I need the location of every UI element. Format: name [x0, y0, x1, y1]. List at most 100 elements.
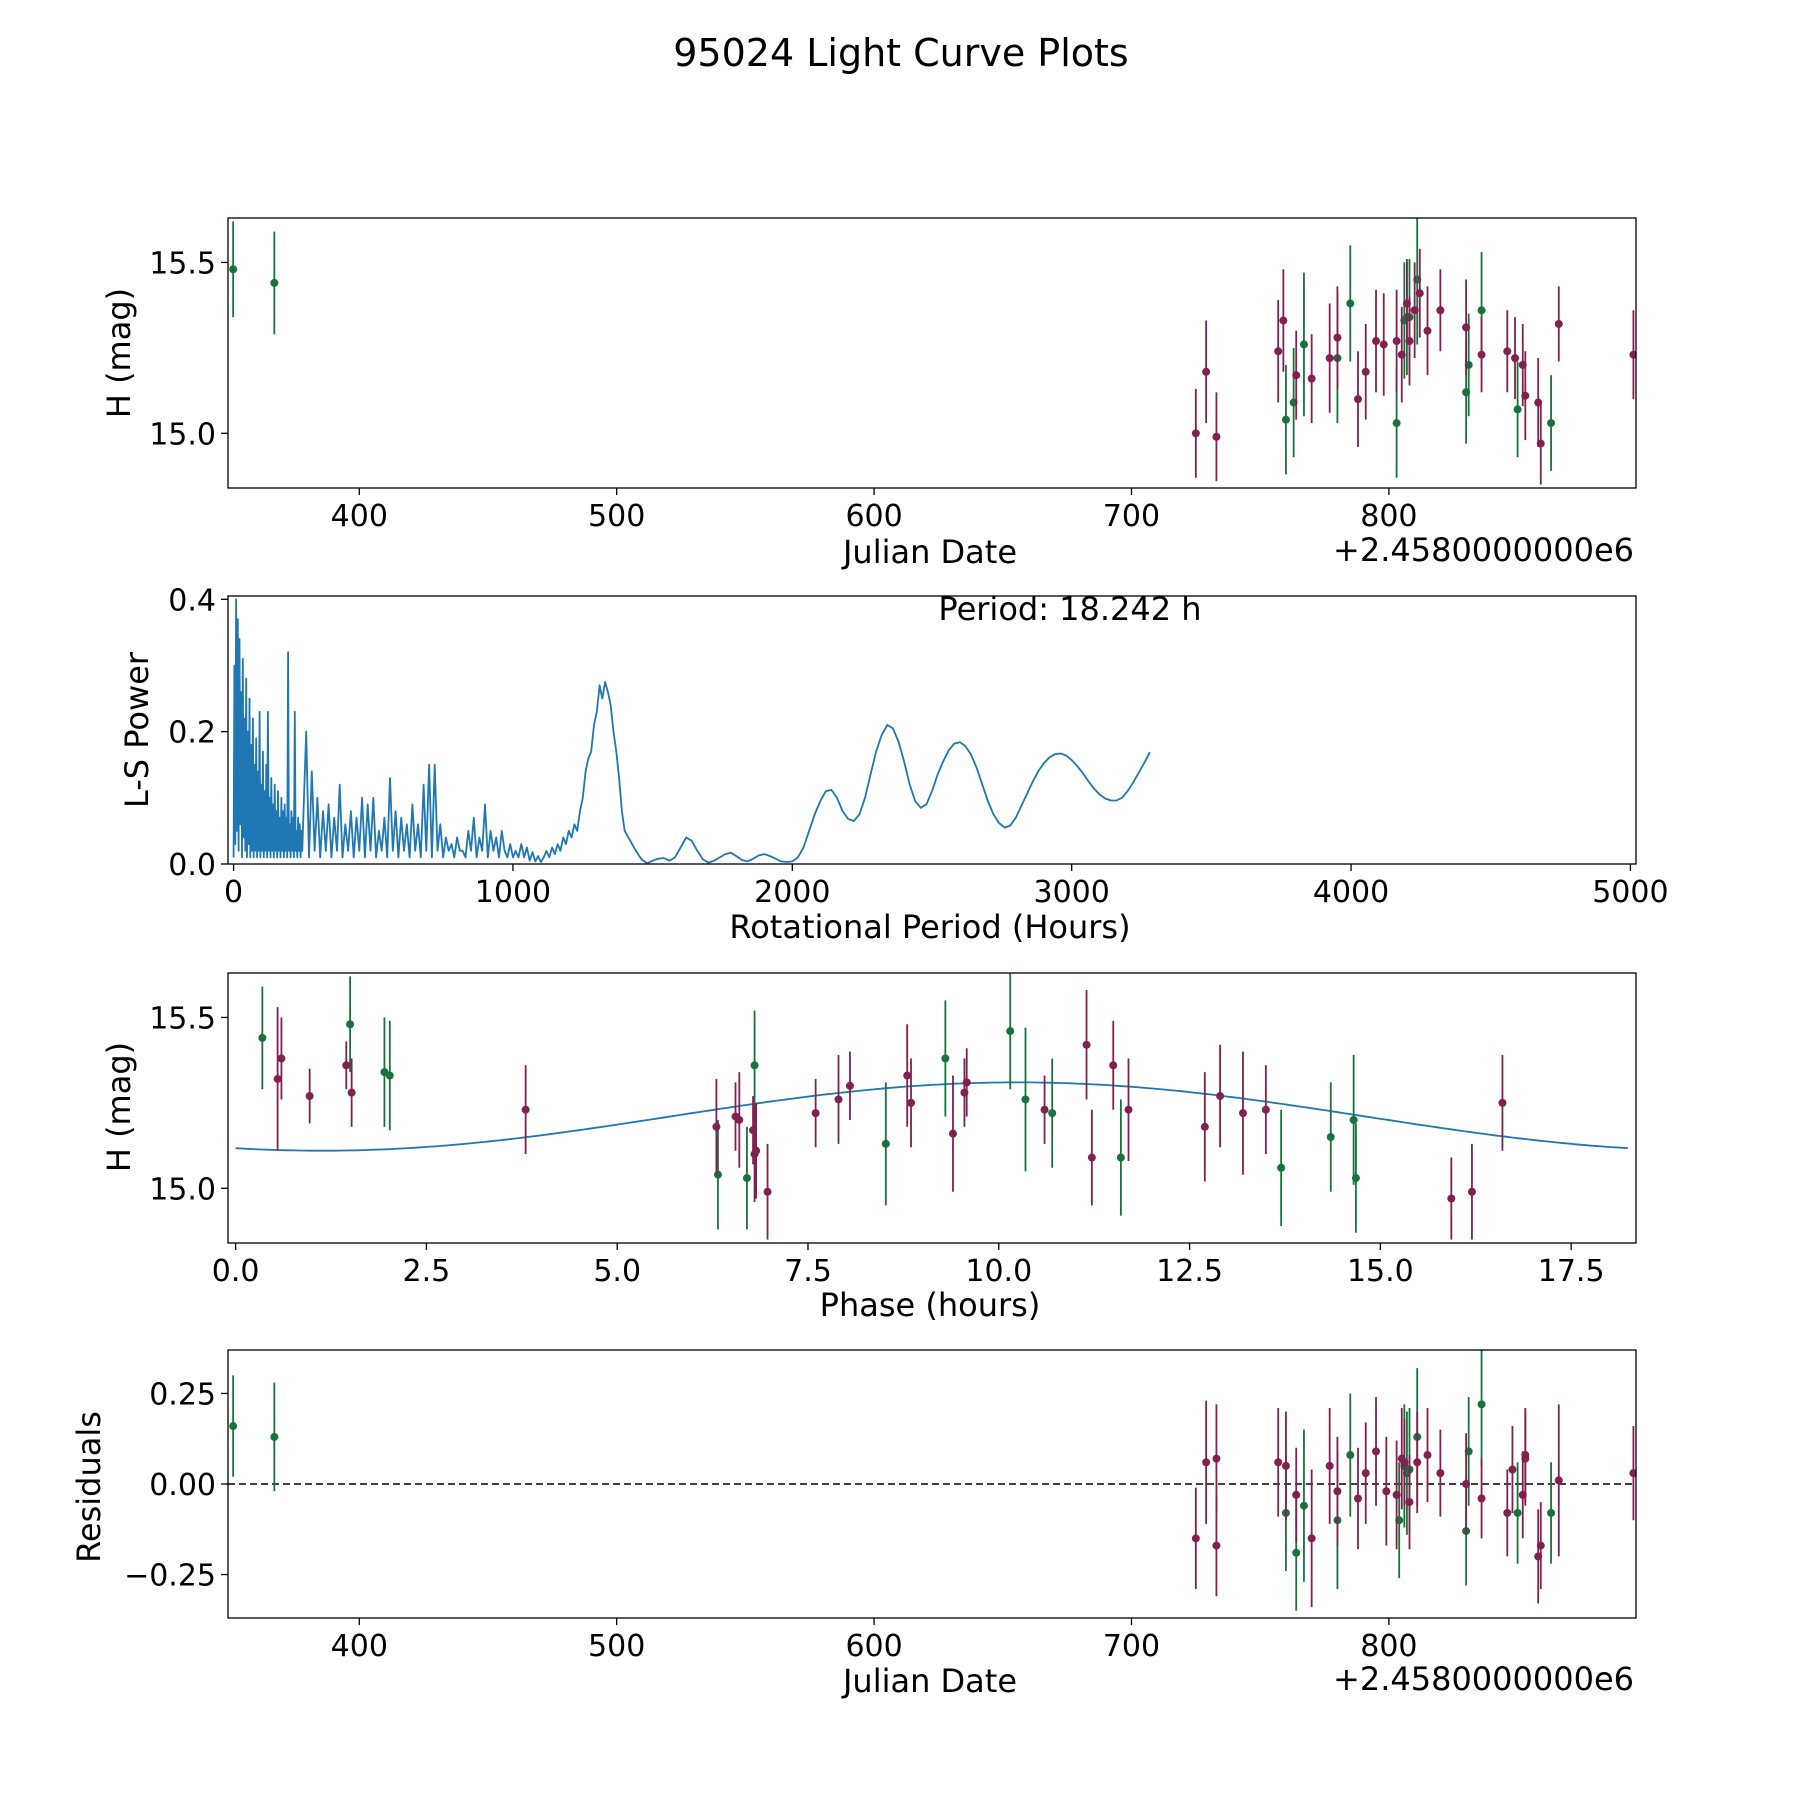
- panel-residuals: 400 500 600 700 800 −0.25 0.00 0.25 Julian Dat…: [70, 1349, 1637, 1700]
- phased-purple-point: [1109, 1061, 1118, 1070]
- residuals-ytick-label: 0.25: [149, 1377, 216, 1412]
- phased-purple-point: [1082, 1040, 1091, 1049]
- lightcurve-purple-point: [1392, 337, 1401, 346]
- lightcurve-frame: [227, 217, 1637, 489]
- lightcurve-xtick-label: 700: [1103, 499, 1160, 534]
- residuals-purple-point: [1354, 1494, 1363, 1503]
- lightcurve-purple-point: [1325, 354, 1334, 363]
- periodogram-ytick-label: 0.4: [168, 583, 216, 618]
- periodogram-ylabel: L-S Power: [118, 651, 156, 808]
- lightcurve-purple-point: [1202, 367, 1211, 376]
- phased-xtick-label: 2.5: [403, 1254, 451, 1289]
- residuals-purple-point: [1191, 1534, 1200, 1543]
- residuals-purple-point: [1436, 1469, 1445, 1478]
- lightcurve-purple-point: [1307, 374, 1316, 383]
- phased-green-point: [385, 1071, 394, 1080]
- phased-purple-point: [273, 1074, 282, 1083]
- phased-green-point: [1326, 1133, 1335, 1142]
- periodogram-ytick-label: 0.0: [168, 848, 216, 883]
- residuals-purple-point: [1413, 1458, 1422, 1467]
- residuals-ylabel: Residuals: [70, 1411, 108, 1563]
- residuals-purple-point: [1307, 1534, 1316, 1543]
- phased-purple-point: [1261, 1105, 1270, 1114]
- residuals-xtick-label: 700: [1103, 1629, 1160, 1664]
- residuals-purple-point: [1212, 1454, 1221, 1463]
- lightcurve-purple-point: [1279, 316, 1288, 325]
- phased-xtick-label: 12.5: [1156, 1254, 1223, 1289]
- phased-yticks: 15.0 15.5: [149, 1001, 228, 1207]
- phased-green-point: [346, 1020, 355, 1029]
- lightcurve-purple-point: [1536, 439, 1545, 448]
- phased-purple-point: [1498, 1098, 1507, 1107]
- lightcurve-purple-point: [1361, 367, 1370, 376]
- phased-green-point: [1351, 1174, 1360, 1183]
- lightcurve-purple-point: [1462, 323, 1471, 332]
- phased-purple-point: [1040, 1105, 1049, 1114]
- lightcurve-green-point: [1547, 419, 1556, 428]
- phased-purple-point: [347, 1088, 356, 1097]
- lightcurve-xlabel: Julian Date: [841, 533, 1017, 571]
- phased-frame: [227, 972, 1637, 1244]
- residuals-purple-point: [1333, 1487, 1342, 1496]
- lightcurve-green-point: [1392, 419, 1401, 428]
- phased-purple-point: [305, 1092, 314, 1101]
- figure-title: 95024 Light Curve Plots: [673, 31, 1128, 75]
- residuals-purple-point: [1554, 1476, 1563, 1485]
- lightcurve-xticks: 400 500 600 700 800: [331, 488, 1418, 534]
- lightcurve-green-point: [270, 278, 279, 287]
- residuals-green-point: [270, 1432, 279, 1441]
- residuals-purple-point: [1281, 1461, 1290, 1470]
- phased-green-point: [1349, 1115, 1358, 1124]
- residuals-green-point: [1477, 1400, 1486, 1409]
- phased-green-point: [258, 1033, 267, 1042]
- phased-purple-point: [1238, 1109, 1247, 1118]
- residuals-purple-point: [1274, 1458, 1283, 1467]
- phased-purple-point: [735, 1115, 744, 1124]
- phased-purple-point: [712, 1122, 721, 1131]
- lightcurve-purple-point: [1274, 347, 1283, 356]
- phased-purple-point: [903, 1071, 912, 1080]
- phased-ytick-label: 15.5: [149, 1001, 216, 1036]
- periodogram-xticks: 0 1000 2000 3000 4000 5000: [224, 864, 1669, 910]
- lightcurve-green-point: [1346, 299, 1355, 308]
- periodogram-xtick-label: 3000: [1034, 875, 1110, 910]
- residuals-xtick-label: 600: [845, 1629, 902, 1664]
- residuals-purple-point: [1629, 1469, 1636, 1478]
- lightcurve-marks: [229, 218, 1636, 485]
- phased-purple-point: [277, 1054, 286, 1063]
- phased-purple-point: [1467, 1187, 1476, 1196]
- periodogram-xtick-label: 1000: [475, 875, 551, 910]
- phased-purple-point: [811, 1109, 820, 1118]
- lightcurve-purple-point: [1410, 306, 1419, 315]
- phased-purple-point: [948, 1129, 957, 1138]
- residuals-xticks: 400 500 600 700 800: [331, 1618, 1418, 1664]
- residuals-purple-point: [1503, 1508, 1512, 1517]
- lightcurve-purple-point: [1521, 391, 1530, 400]
- lightcurve-plot-area: [228, 218, 1636, 488]
- phased-purple-point: [1216, 1092, 1225, 1101]
- residuals-purple-point: [1372, 1447, 1381, 1456]
- residuals-yticks: −0.25 0.00 0.25: [124, 1377, 228, 1594]
- lightcurve-green-point: [1281, 415, 1290, 424]
- lightcurve-green-point: [1299, 340, 1308, 349]
- phased-purple-point: [962, 1078, 971, 1087]
- phased-green-point: [1048, 1109, 1057, 1118]
- panel-periodogram: 0 1000 2000 3000 4000 5000 0.0 0.2 0.4 Period: …: [118, 583, 1669, 946]
- phased-purple-point: [342, 1061, 351, 1070]
- phased-green-point: [1116, 1153, 1125, 1162]
- phased-purple-point: [1124, 1105, 1133, 1114]
- lightcurve-purple-point: [1397, 350, 1406, 359]
- phased-ytick-label: 15.0: [149, 1172, 216, 1207]
- lightcurve-purple-point: [1191, 429, 1200, 438]
- periodogram-xtick-label: 0: [224, 875, 243, 910]
- lightcurve-ytick-label: 15.0: [149, 417, 216, 452]
- residuals-green-point: [1547, 1508, 1556, 1517]
- phased-purple-point: [1087, 1153, 1096, 1162]
- residuals-offset-label: +2.4580000000e6: [1333, 1660, 1634, 1698]
- phased-green-point: [941, 1054, 950, 1063]
- lightcurve-offset-label: +2.4580000000e6: [1333, 531, 1634, 569]
- periodogram-ytick-label: 0.2: [168, 716, 216, 751]
- lightcurve-purple-point: [1436, 306, 1445, 315]
- residuals-purple-point: [1382, 1487, 1391, 1496]
